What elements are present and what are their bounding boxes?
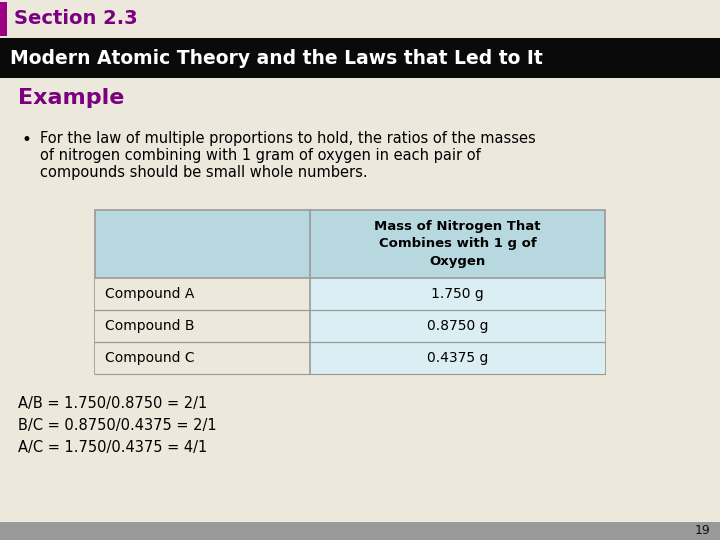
Text: For the law of multiple proportions to hold, the ratios of the masses: For the law of multiple proportions to h… xyxy=(40,131,536,146)
FancyBboxPatch shape xyxy=(310,278,605,310)
Text: 0.4375 g: 0.4375 g xyxy=(427,351,488,365)
Text: compounds should be small whole numbers.: compounds should be small whole numbers. xyxy=(40,165,368,180)
FancyBboxPatch shape xyxy=(0,0,720,38)
Text: 19: 19 xyxy=(694,524,710,537)
FancyBboxPatch shape xyxy=(95,342,605,374)
Text: of nitrogen combining with 1 gram of oxygen in each pair of: of nitrogen combining with 1 gram of oxy… xyxy=(40,148,481,163)
FancyBboxPatch shape xyxy=(310,342,605,374)
FancyBboxPatch shape xyxy=(0,522,720,540)
Text: Compound C: Compound C xyxy=(105,351,194,365)
FancyBboxPatch shape xyxy=(95,210,605,278)
Text: Modern Atomic Theory and the Laws that Led to It: Modern Atomic Theory and the Laws that L… xyxy=(10,49,543,68)
FancyBboxPatch shape xyxy=(0,38,720,78)
FancyBboxPatch shape xyxy=(95,310,605,342)
FancyBboxPatch shape xyxy=(0,78,720,118)
Text: B/C = 0.8750/0.4375 = 2/1: B/C = 0.8750/0.4375 = 2/1 xyxy=(18,418,217,433)
FancyBboxPatch shape xyxy=(95,278,605,310)
Text: Example: Example xyxy=(18,88,125,108)
FancyBboxPatch shape xyxy=(0,2,7,36)
Text: Mass of Nitrogen That
Combines with 1 g of
Oxygen: Mass of Nitrogen That Combines with 1 g … xyxy=(374,220,541,268)
Text: Section 2.3: Section 2.3 xyxy=(14,10,138,29)
FancyBboxPatch shape xyxy=(310,310,605,342)
Text: A/C = 1.750/0.4375 = 4/1: A/C = 1.750/0.4375 = 4/1 xyxy=(18,440,207,455)
Text: Compound A: Compound A xyxy=(105,287,194,301)
Text: 1.750 g: 1.750 g xyxy=(431,287,484,301)
Text: 0.8750 g: 0.8750 g xyxy=(427,319,488,333)
Text: A/B = 1.750/0.8750 = 2/1: A/B = 1.750/0.8750 = 2/1 xyxy=(18,396,207,411)
Text: Compound B: Compound B xyxy=(105,319,194,333)
Text: •: • xyxy=(22,131,32,149)
